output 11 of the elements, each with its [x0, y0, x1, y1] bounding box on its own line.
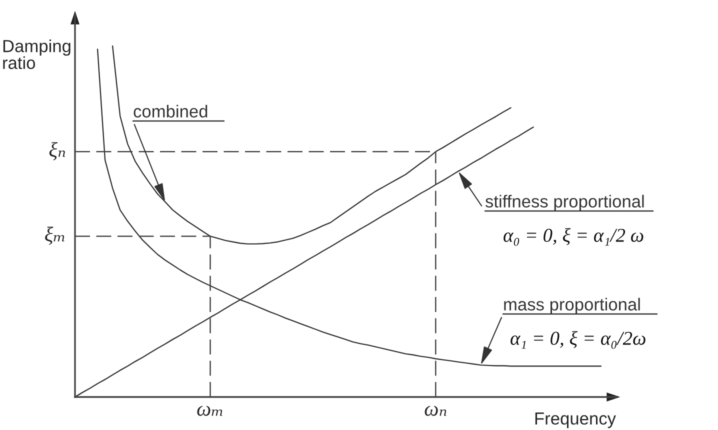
x-axis-title: Frequency — [535, 412, 616, 428]
x-tick-label: ωₙ — [424, 406, 446, 416]
ref-line-label: ξₙ — [49, 142, 66, 160]
x-tick-label: ωₘ — [197, 406, 222, 416]
ref-line-label: ξₘ — [45, 226, 64, 245]
y-axis-title: Damping ratio — [3, 40, 70, 70]
text: mass proportional — [504, 298, 640, 314]
annotation: α₁ = 0, ξ = α₀/2ω — [510, 331, 646, 349]
annotation: α₀ = 0, ξ = α₁/2 ω — [504, 228, 644, 246]
series-label: combined — [134, 104, 208, 118]
series-label: stiffness proportional — [485, 194, 644, 211]
